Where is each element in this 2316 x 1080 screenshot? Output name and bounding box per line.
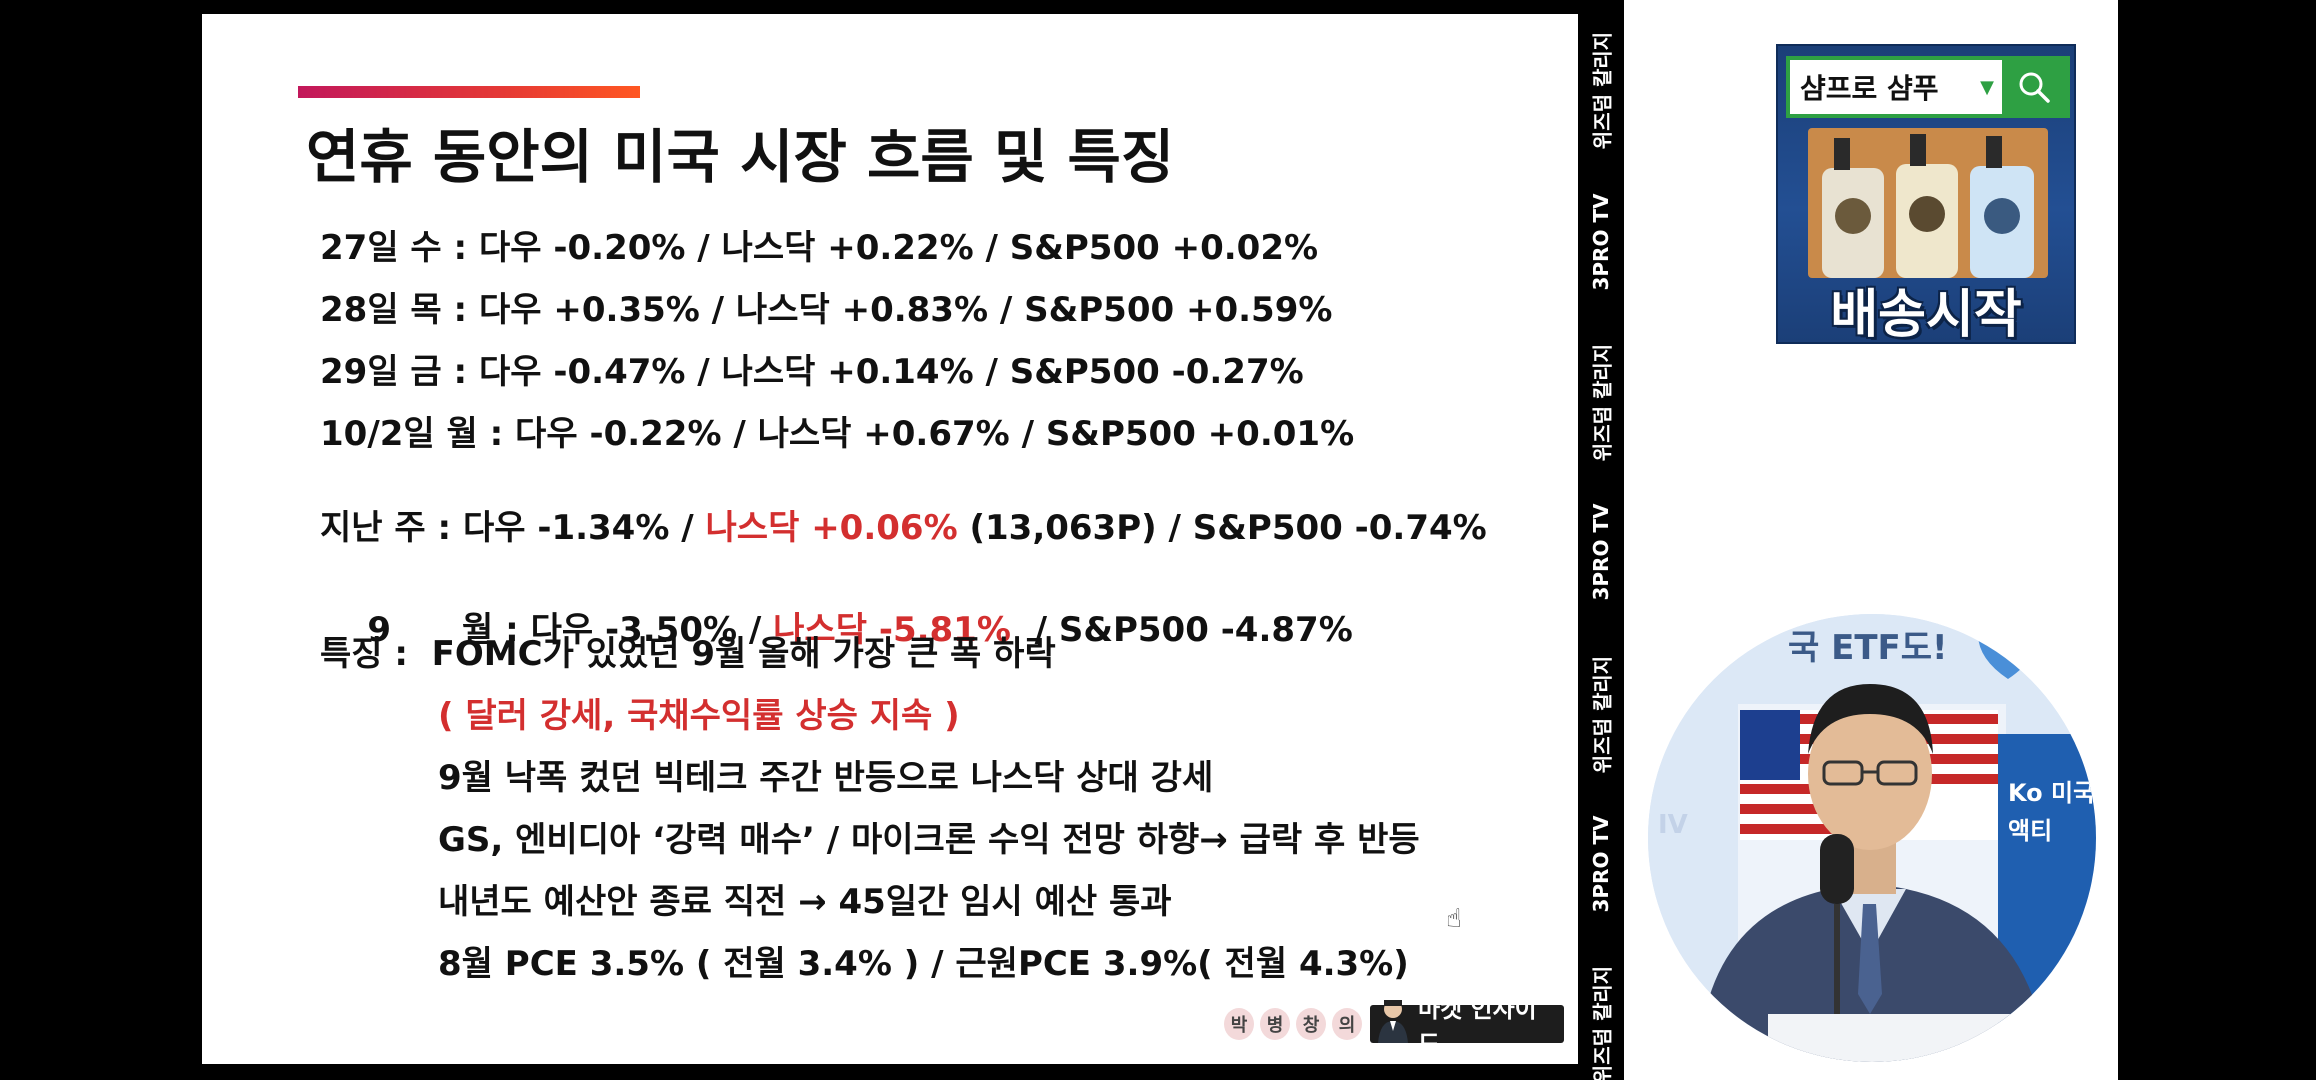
strip-label: 위즈덤 칼리지 <box>1590 655 1615 774</box>
strip-label: 위즈덤 칼리지 <box>1590 31 1615 150</box>
feature-item: ( 달러 강세, 국채수익률 상승 지속 ) <box>438 696 960 736</box>
title-accent-bar <box>298 86 640 98</box>
feature-item: 9월 낙폭 컸던 빅테크 주간 반등으로 나스닥 상대 강세 <box>438 758 1214 798</box>
daily-row: 10/2일 월 : 다우 -0.22% / 나스닥 +0.67% / S&P50… <box>320 414 1355 454</box>
strip-label: 위즈덤 칼리지 <box>1590 965 1615 1080</box>
ad-search-box[interactable]: 샴프로 샴푸 ▼ <box>1786 56 2070 118</box>
name-char-bubble: 의 <box>1332 1008 1362 1040</box>
feature-item: 8월 PCE 3.5% ( 전월 3.4% ) / 근원PCE 3.9%( 전월… <box>438 944 1409 984</box>
presentation-slide: 연휴 동안의 미국 시장 흐름 및 특징 27일 수 : 다우 -0.20% /… <box>202 14 1578 1064</box>
monthly-prefix: 9 월 : 다우 -3.50% / <box>367 610 774 650</box>
features-label: 특징 : FOMC가 있었던 9월 올해 가장 큰 폭 하락 <box>320 634 1056 674</box>
hand-cursor-icon: ☝ <box>1446 904 1462 934</box>
presenter-scene <box>1648 614 2096 1062</box>
show-name-badge: 마켓 인사이드 <box>1370 995 1565 1058</box>
presenter-video: 국 ETF도! IV Ko 미국 액티 <box>1648 614 2096 1062</box>
daily-row: 29일 금 : 다우 -0.47% / 나스닥 +0.14% / S&P500 … <box>320 352 1304 392</box>
daily-row: 28일 목 : 다우 +0.35% / 나스닥 +0.83% / S&P500 … <box>320 290 1333 330</box>
weekly-summary-row: 지난 주 : 다우 -1.34% / 나스닥 +0.06% (13,063P) … <box>320 500 1487 549</box>
background-banner-text: 국 ETF도! <box>1788 628 1948 668</box>
ad-search-button[interactable] <box>2002 60 2066 114</box>
monthly-suffix: / S&P500 -4.87% <box>1010 610 1353 650</box>
shampoo-bottles-image <box>1808 128 2048 278</box>
feature-item: 내년도 예산안 종료 직전 → 45일간 임시 예산 통과 <box>438 882 1172 922</box>
channel-side-strip: 위즈덤 칼리지 3PRO TV 위즈덤 칼리지 3PRO TV 위즈덤 칼리지 … <box>1578 0 1624 1080</box>
background-logo-text: IV <box>1658 810 1688 840</box>
feature-item: GS, 엔비디아 ‘강력 매수’ / 마이크론 수익 전망 하향→ 급락 후 반… <box>438 820 1420 860</box>
monthly-summary-row: 9 월 : 다우 -3.50% / 나스닥 -5.81% / S&P500 -4… <box>320 562 1353 691</box>
strip-label: 3PRO TV <box>1589 193 1613 291</box>
ad-headline: 배송시작 <box>1830 285 2022 344</box>
search-icon <box>2019 72 2050 103</box>
presenter-mini-icon <box>1378 1000 1408 1043</box>
dropdown-arrow-icon: ▼ <box>1980 76 1994 98</box>
show-logo: 박 병 창 의 마켓 인사이드 <box>1224 995 1565 1058</box>
shampoo-ad-banner[interactable]: 샴프로 샴푸 ▼ 배송시작 <box>1776 44 2076 344</box>
weekly-suffix: (13,063P) / S&P500 -0.74% <box>957 508 1487 548</box>
name-char-bubble: 병 <box>1260 1008 1290 1040</box>
show-name: 마켓 인사이드 <box>1418 995 1537 1058</box>
name-char-bubble: 창 <box>1296 1008 1326 1040</box>
strip-label: 위즈덤 칼리지 <box>1590 343 1615 462</box>
strip-label: 3PRO TV <box>1589 503 1613 601</box>
name-char-bubble: 박 <box>1224 1008 1254 1040</box>
daily-row: 27일 수 : 다우 -0.20% / 나스닥 +0.22% / S&P500 … <box>320 228 1319 268</box>
monthly-nasdaq-highlight: 나스닥 -5.81% <box>773 610 1011 650</box>
background-sign-text: Ko 미국 액티 <box>2008 779 2096 845</box>
ad-search-text: 샴프로 샴푸 <box>1800 72 1939 105</box>
weekly-nasdaq-highlight: 나스닥 +0.06% <box>705 508 958 548</box>
weekly-prefix: 지난 주 : 다우 -1.34% / <box>320 508 706 548</box>
strip-label: 3PRO TV <box>1589 815 1613 913</box>
slide-title: 연휴 동안의 미국 시장 흐름 및 특징 <box>306 123 1175 191</box>
